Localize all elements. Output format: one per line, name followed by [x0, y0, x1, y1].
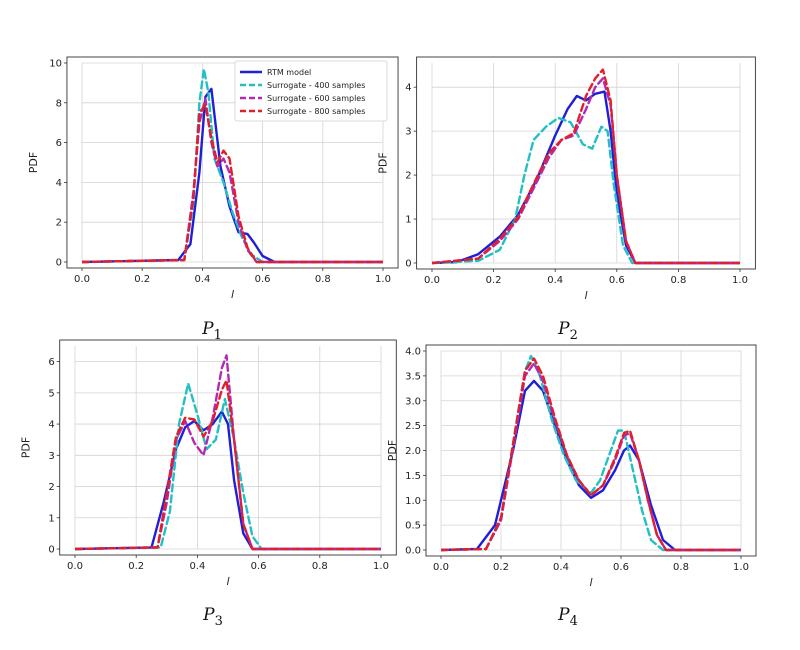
x-tick-label: 0.8 [315, 274, 331, 285]
legend-entry-label: Surrogate - 400 samples [267, 81, 365, 90]
series-group [82, 67, 383, 264]
y-tick-label: 2.5 [405, 421, 421, 432]
y-tick-label: 4.0 [405, 347, 421, 358]
x-tick-label: 0.8 [670, 275, 686, 286]
y-tick-label: 4 [56, 178, 62, 189]
x-tick-label: 1.0 [732, 275, 748, 286]
x-tick-label: 0.0 [74, 274, 90, 285]
x-tick-label: 0.2 [493, 562, 509, 573]
y-tick-label: 2 [56, 218, 62, 229]
y-axis-label: PDF [377, 152, 390, 173]
series-line-3 [75, 379, 381, 551]
x-tick-label: 1.0 [373, 561, 389, 572]
x-tick-label: 0.4 [553, 562, 569, 573]
series-line-0 [441, 379, 741, 552]
x-tick-label: 0.6 [251, 561, 267, 572]
subplot-p3: 0.0 0.2 0.4 0.6 0.8 1.0 0 1 2 3 4 5 6 l PDF P3 [20, 339, 397, 629]
legend-entry-label: Surrogate - 600 samples [267, 94, 365, 103]
subplot-caption: P1 [201, 319, 222, 343]
x-tick-label: 0.6 [255, 274, 271, 285]
series-line-2 [432, 77, 740, 265]
series-line-1 [441, 354, 741, 552]
y-tick-label: 0 [48, 545, 54, 556]
y-tick-label: 4 [405, 83, 411, 94]
legend-entry-label: RTM model [267, 68, 311, 77]
subplot-caption: P2 [557, 319, 578, 343]
y-tick-label: 6 [56, 138, 62, 149]
x-tick-label: 0.8 [312, 561, 328, 572]
y-tick-label: 5 [48, 388, 54, 399]
x-tick-label: 0.6 [609, 275, 625, 286]
series-line-0 [75, 410, 381, 551]
x-tick-label: 0.6 [613, 562, 629, 573]
x-tick-label: 0.4 [189, 561, 205, 572]
y-axis-label: PDF [27, 152, 40, 173]
legend-box [234, 60, 388, 122]
subplot-caption: P4 [557, 605, 578, 629]
series-line-0 [432, 90, 740, 265]
x-tick-label: 0.0 [67, 561, 83, 572]
x-tick-label: 0.0 [424, 275, 440, 286]
y-tick-label: 1.0 [405, 496, 421, 507]
series-line-1 [75, 382, 381, 551]
series-line-3 [441, 357, 741, 552]
y-axis-label: PDF [386, 440, 399, 461]
x-tick-label: 1.0 [733, 562, 749, 573]
subplot-p2: 0.0 0.2 0.4 0.6 0.8 1.0 0 1 2 3 4 l PDF P2 [377, 56, 756, 343]
x-tick-label: 0.2 [134, 274, 150, 285]
legend: RTM model Surrogate - 400 samples Surrogat… [234, 60, 388, 122]
y-tick-label: 2 [405, 171, 411, 182]
y-tick-label: 3 [405, 127, 411, 138]
series-line-3 [82, 103, 383, 264]
series-line-3 [432, 68, 740, 265]
y-tick-label: 8 [56, 98, 62, 109]
y-tick-label: 1 [405, 215, 411, 226]
x-tick-label: 0.4 [194, 274, 210, 285]
x-tick-label: 0.0 [433, 562, 449, 573]
series-line-2 [441, 362, 741, 552]
x-tick-label: 1.0 [375, 274, 391, 285]
series-group [75, 354, 381, 551]
y-tick-label: 10 [49, 59, 62, 70]
x-tick-label: 0.8 [673, 562, 689, 573]
y-tick-label: 1.5 [405, 471, 421, 482]
x-tick-label: 0.2 [486, 275, 502, 286]
legend-entry-label: Surrogate - 800 samples [267, 107, 365, 116]
series-line-1 [432, 116, 740, 265]
series-group [441, 354, 741, 552]
y-tick-label: 2.0 [405, 446, 421, 457]
y-tick-label: 4 [48, 420, 54, 431]
plot-frame [66, 56, 399, 269]
x-tick-label: 0.4 [547, 275, 563, 286]
subplot-p4: 0.0 0.2 0.4 0.6 0.8 1.0 0.0 0.5 1.0 1.5 2.0 2.5 3.0 3… [386, 344, 757, 629]
y-tick-label: 1 [48, 513, 54, 524]
x-axis-label: l [231, 288, 234, 301]
y-tick-label: 0 [56, 258, 62, 269]
y-axis-label: PDF [20, 437, 33, 458]
plot-frame [59, 339, 397, 556]
y-tick-label: 3.5 [405, 371, 421, 382]
x-axis-label: l [589, 576, 592, 589]
y-tick-label: 0.0 [405, 546, 421, 557]
y-tick-label: 0 [405, 259, 411, 270]
y-tick-label: 3 [48, 451, 54, 462]
subplot-p1: 0.0 0.2 0.4 0.6 0.8 1.0 0 2 4 6 8 10 l PDF P1 RTM model… [27, 56, 399, 343]
series-group [432, 68, 740, 265]
y-tick-label: 0.5 [405, 521, 421, 532]
x-axis-label: l [584, 289, 587, 302]
y-tick-label: 3.0 [405, 396, 421, 407]
y-tick-label: 2 [48, 482, 54, 493]
plot-frame [416, 56, 756, 270]
subplot-caption: P3 [202, 605, 223, 629]
y-tick-label: 6 [48, 357, 54, 368]
x-axis-label: l [226, 575, 229, 588]
x-tick-label: 0.2 [128, 561, 144, 572]
